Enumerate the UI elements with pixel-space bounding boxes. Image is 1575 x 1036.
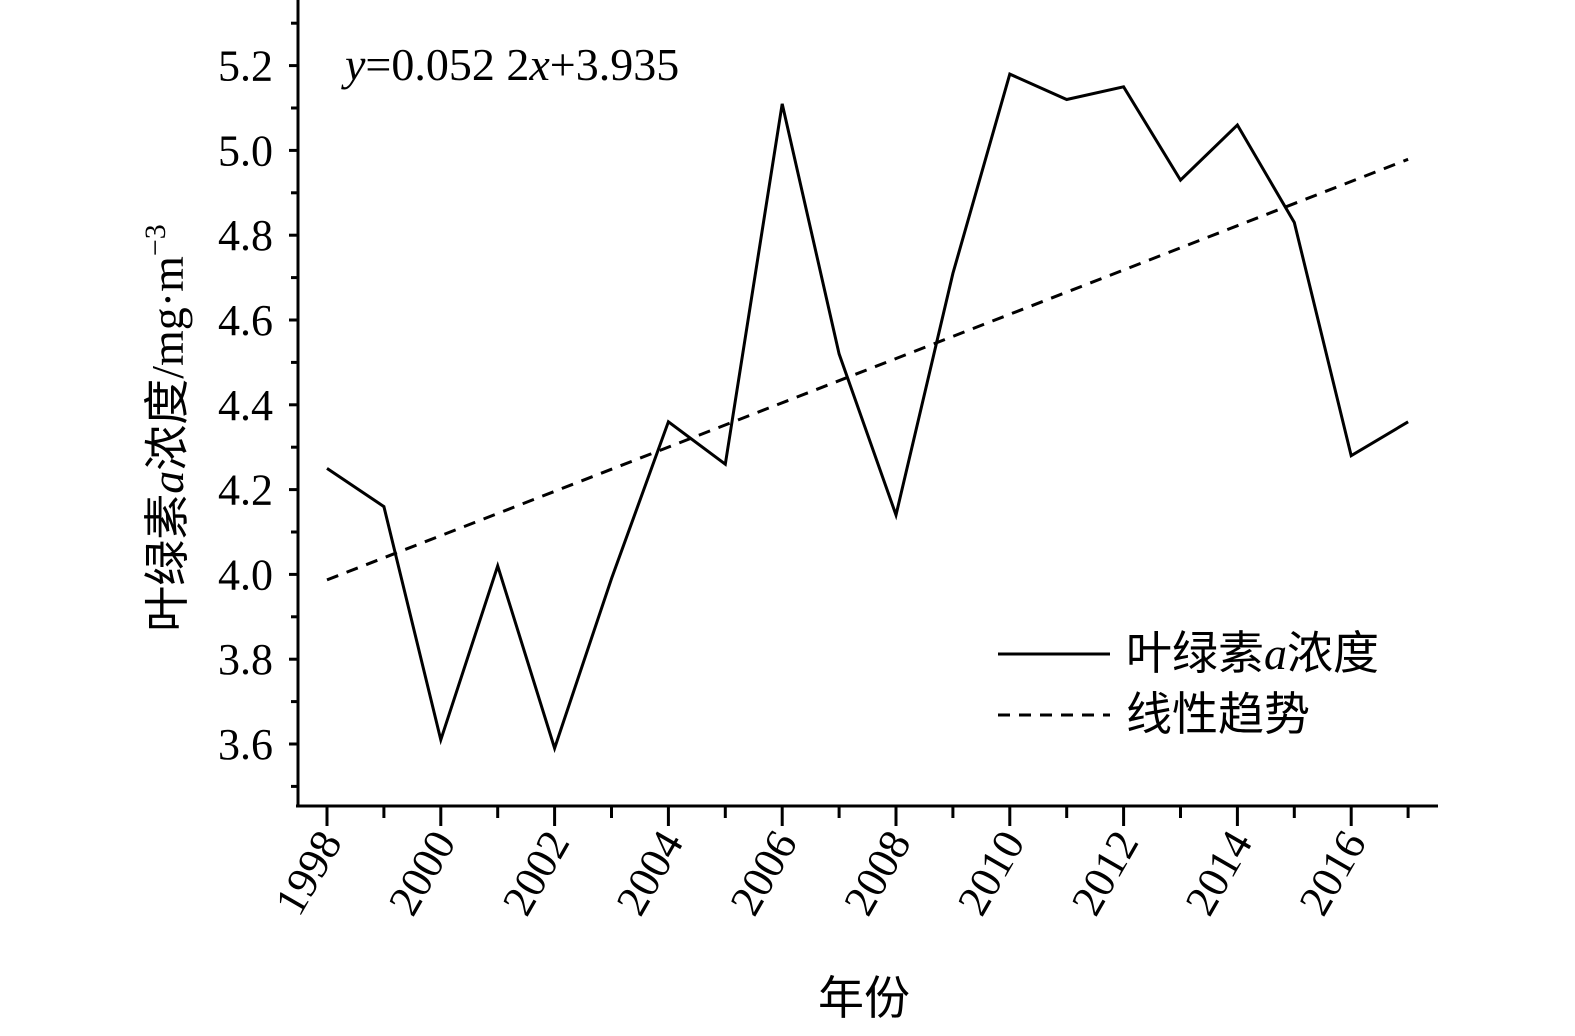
equation-intercept: +3.935: [550, 39, 679, 90]
x-tick-label: 2004: [607, 823, 693, 924]
series-layer: [326, 72, 1409, 754]
equation-y-variable: y: [341, 39, 366, 90]
y-tick-label: 4.8: [218, 211, 273, 260]
y-tick-label: 5.0: [218, 126, 273, 175]
y-axis-ticks: 3.6 3.8 4.0 4.2 4.4 4.6 4.8 5.0 5.2: [218, 21, 298, 788]
x-axis-ticks: 1998 2000 2002 2004 2006 2008 2010 2012 2014 2016: [265, 806, 1410, 924]
equation-slope: =0.052 2: [365, 39, 529, 90]
x-tick-label: 2002: [493, 823, 579, 924]
y-tick-label: 4.6: [218, 296, 273, 345]
y-axis-title: 叶绿素a浓度/mg·m−3: [139, 224, 193, 632]
legend: 叶绿素a浓度 线性趋势: [998, 628, 1379, 740]
x-tick-label: 2000: [379, 823, 465, 924]
x-tick-label: 2006: [720, 823, 806, 924]
chlorophyll-series-line: [326, 72, 1409, 754]
y-tick-label: 4.0: [218, 550, 273, 599]
y-tick-label: 3.6: [218, 720, 273, 769]
x-axis-title: 年份: [818, 973, 910, 1024]
x-tick-label: 2016: [1289, 823, 1375, 924]
y-tick-label: 4.2: [218, 466, 273, 515]
y-tick-label: 5.2: [218, 42, 273, 91]
x-tick-label: 2008: [834, 823, 920, 924]
x-tick-label: 2012: [1062, 823, 1148, 924]
y-tick-label: 3.8: [218, 635, 273, 684]
legend-label-trend: 线性趋势: [1126, 689, 1310, 740]
trend-equation: y=0.052 2x+3.935: [341, 39, 679, 90]
x-tick-label: 2010: [948, 823, 1034, 924]
linear-trend-line: [326, 157, 1409, 582]
y-tick-label: 4.4: [218, 381, 273, 430]
x-tick-label: 1998: [265, 823, 351, 924]
x-tick-label: 2014: [1176, 823, 1262, 924]
legend-label-chlorophyll: 叶绿素a浓度: [1126, 628, 1379, 679]
equation-x-variable: x: [528, 39, 550, 90]
